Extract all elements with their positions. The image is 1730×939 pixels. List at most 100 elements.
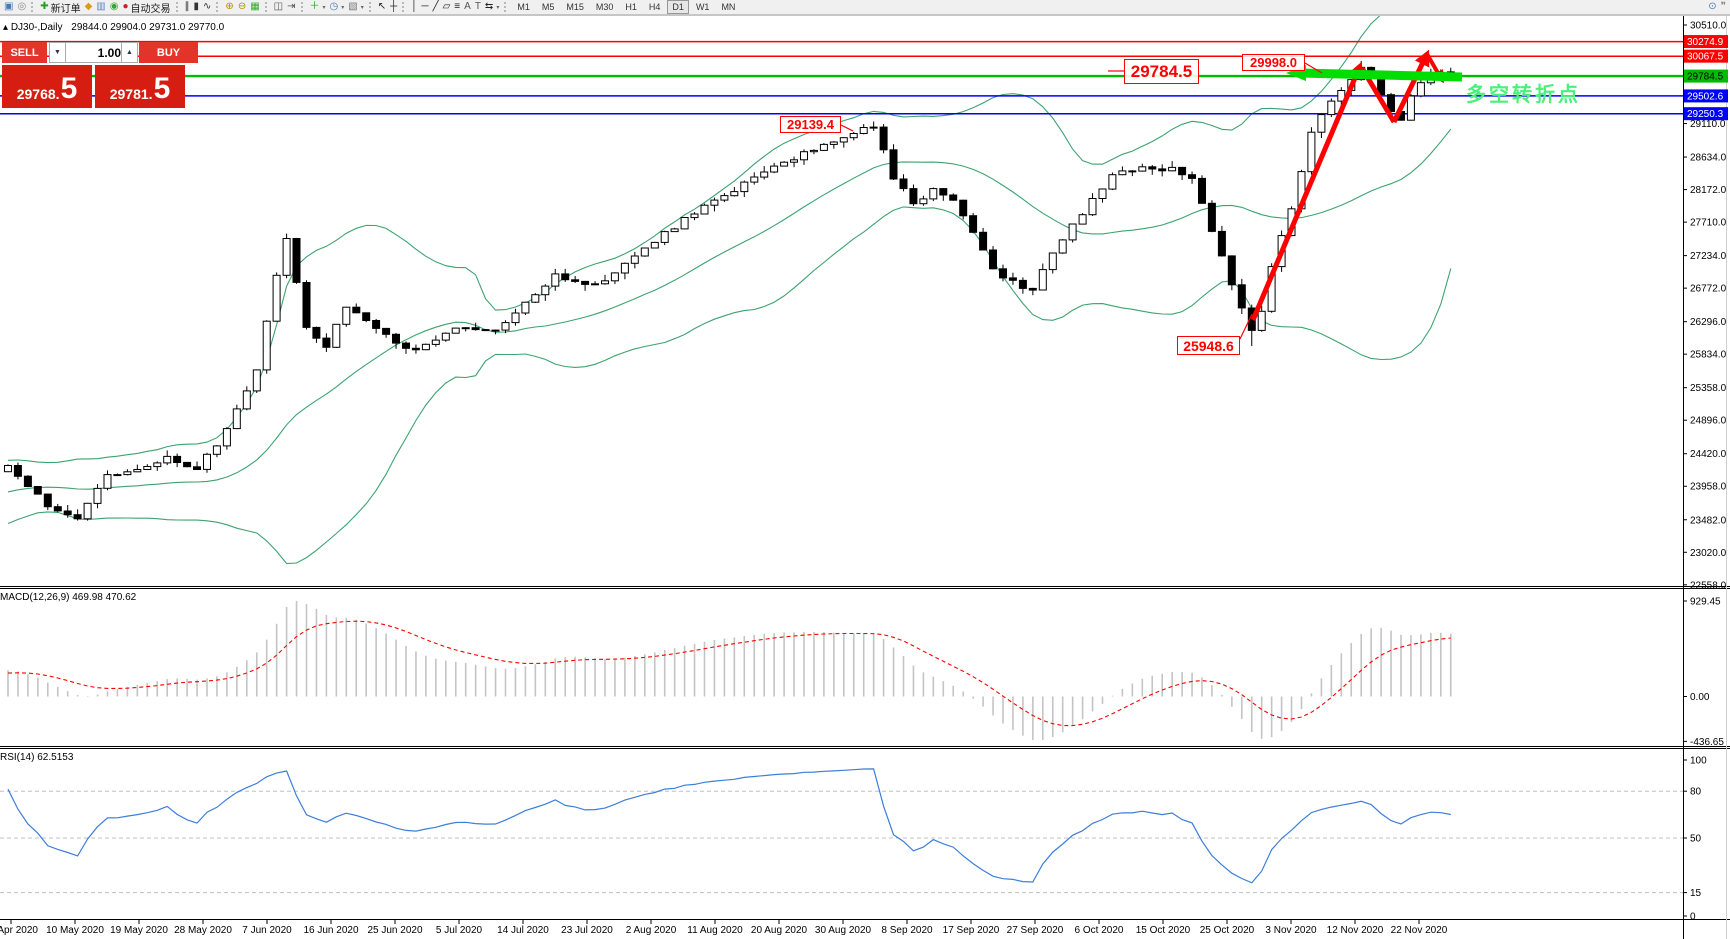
vertical-line-tool[interactable]: │	[409, 1, 419, 14]
text-label-tool[interactable]: T	[473, 1, 483, 14]
chart-shift-icon[interactable]: ⇥	[285, 1, 297, 14]
timeframe-h4[interactable]: H4	[648, 2, 661, 12]
timeframe-m5[interactable]: M5	[541, 2, 555, 12]
svg-text:30 Apr 2020: 30 Apr 2020	[0, 925, 38, 936]
vertical-line-tool-glyph: │	[411, 1, 418, 12]
price-axis[interactable]: 30510.0 29110.0 28634.0 28172.0 27710.0 27234…	[1683, 21, 1728, 923]
horizontal-line-tool[interactable]: ─	[419, 1, 430, 14]
buy-button[interactable]: BUY	[139, 42, 198, 63]
volume-increase-button[interactable]: ▲	[121, 42, 138, 63]
cursor-tool[interactable]: ↖	[376, 1, 388, 14]
label-29784[interactable]: 29784.5	[1124, 59, 1199, 84]
timeframe-m15[interactable]: M15	[566, 2, 584, 12]
buy-price-sep: .	[148, 86, 153, 102]
search-icon[interactable]: ⊙	[1706, 1, 1718, 14]
line-chart-icon[interactable]: ∿	[201, 1, 213, 14]
toolbar-group-handle[interactable]	[402, 2, 406, 12]
timeframe-h1[interactable]: H1	[625, 2, 637, 12]
new-order-button-label: 新订单	[50, 3, 81, 15]
periods-menu-glyph: ◷	[329, 1, 339, 12]
text-label-tool-glyph: T	[474, 1, 481, 12]
chart-window-icon[interactable]: ▣	[2, 1, 15, 14]
volume-decrease-button[interactable]: ▼	[49, 42, 66, 63]
toolbar-group-handle[interactable]	[504, 2, 508, 12]
sell-price-display[interactable]: 29768. 5	[2, 65, 92, 108]
svg-text:28 May 2020: 28 May 2020	[174, 925, 232, 936]
rally-arrow[interactable]	[1250, 61, 1364, 321]
svg-text:25 Oct 2020: 25 Oct 2020	[1200, 925, 1255, 936]
svg-text:-436.65: -436.65	[1690, 737, 1724, 748]
data-window-icon[interactable]: ▥	[94, 1, 107, 14]
macd-pane[interactable]	[0, 589, 1683, 746]
timeframe-d1[interactable]: D1	[667, 0, 689, 14]
sell-button[interactable]: SELL	[2, 42, 47, 63]
arrange-windows-icon[interactable]: ◫	[272, 1, 285, 14]
support-band[interactable]	[1299, 68, 1463, 82]
timeframe-m1[interactable]: M1	[517, 2, 530, 12]
trendline-tool[interactable]: ╱	[431, 1, 441, 14]
crosshair-tool[interactable]: ┼	[388, 1, 399, 14]
fibonacci-tool[interactable]: ≡	[452, 1, 462, 14]
note-turning-point[interactable]: 多空转折点	[1466, 84, 1581, 106]
zigzag-up-arrow[interactable]	[1391, 49, 1430, 124]
new-order-button[interactable]: ✚ 新订单	[38, 1, 82, 15]
rsi-pane[interactable]	[0, 749, 1683, 919]
buy-price-main: 29781	[109, 86, 149, 102]
label-29998[interactable]: 29998.0	[1242, 54, 1305, 71]
indicators-menu-caret-icon[interactable]: ▾	[322, 4, 326, 11]
svg-text:50: 50	[1690, 834, 1702, 845]
label-25948[interactable]: 25948.6	[1177, 336, 1240, 355]
signals-icon[interactable]: ◉	[108, 1, 121, 14]
toolbar-group-handle[interactable]	[31, 2, 35, 12]
svg-text:15 Oct 2020: 15 Oct 2020	[1136, 925, 1191, 936]
templates-menu-caret-icon[interactable]: ▾	[360, 4, 364, 11]
zoom-out-icon[interactable]: ⊖	[236, 1, 248, 14]
zoom-in-icon[interactable]: ⊕	[223, 1, 235, 14]
toolbar-group-handle[interactable]	[368, 2, 373, 12]
volume-input[interactable]: 1.00	[65, 42, 126, 63]
macd-signal-line	[7, 620, 1451, 727]
toolbar-group-handle[interactable]	[300, 2, 305, 12]
timeframe-w1[interactable]: W1	[695, 2, 710, 12]
collapse-panel-icon[interactable]: ▴	[3, 22, 9, 33]
candles	[4, 61, 1455, 521]
bb-lower	[7, 206, 1452, 565]
time-axis[interactable]: 30 Apr 2020 10 May 2020 19 May 2020 28 May …	[0, 920, 1448, 936]
chat-icon[interactable]: ❞	[1719, 1, 1728, 14]
data-preview-icon[interactable]: ◎	[15, 1, 28, 14]
arrows-tool-caret-icon[interactable]: ▾	[496, 4, 500, 11]
tile-windows-icon-glyph: ▦	[250, 1, 260, 12]
chart-shift-icon-glyph: ⇥	[287, 1, 296, 12]
toolbar-group-handle[interactable]	[264, 2, 269, 12]
candlestick-chart-icon[interactable]: ▮	[192, 1, 202, 14]
periods-menu[interactable]: ◷ ▾	[328, 1, 347, 14]
timeframe-mn[interactable]: MN	[721, 2, 736, 12]
main-chart-pane[interactable]	[0, 15, 1683, 586]
toolbar-group-handle[interactable]	[175, 2, 180, 12]
svg-text:29250.3: 29250.3	[1687, 109, 1724, 120]
templates-menu[interactable]: ▧ ▾	[346, 1, 365, 14]
periods-menu-caret-icon[interactable]: ▾	[341, 4, 345, 11]
svg-text:0: 0	[1690, 912, 1696, 923]
label-29139[interactable]: 29139.4	[780, 116, 841, 133]
svg-text:22558.0: 22558.0	[1690, 580, 1727, 591]
timeframe-m30[interactable]: M30	[595, 2, 614, 12]
toolbar-group-handle[interactable]	[216, 2, 220, 12]
arrows-tool[interactable]: ⇆ ▾	[483, 1, 501, 14]
text-tool[interactable]: A	[462, 1, 473, 14]
sell-price-sep: .	[55, 86, 60, 102]
rsi-indicator-label: RSI(14) 62.5153	[0, 752, 74, 763]
market-watch-icon[interactable]: ◆	[83, 1, 95, 14]
bar-chart-icon[interactable]: ∥	[183, 1, 192, 14]
buy-price-display[interactable]: 29781. 5	[95, 65, 185, 108]
equidistant-channel-tool[interactable]: ▱	[441, 1, 453, 14]
autotrade-button[interactable]: ● 自动交易	[120, 1, 172, 15]
indicators-menu[interactable]: ＋ ▾	[308, 1, 328, 14]
svg-text:23482.0: 23482.0	[1690, 515, 1727, 526]
svg-text:23958.0: 23958.0	[1690, 482, 1727, 493]
price-badge-30274.9	[1684, 35, 1728, 49]
autotrade-button-glyph: ●	[122, 1, 129, 12]
tile-windows-icon[interactable]: ▦	[248, 1, 261, 14]
templates-menu-glyph: ▧	[348, 1, 358, 12]
